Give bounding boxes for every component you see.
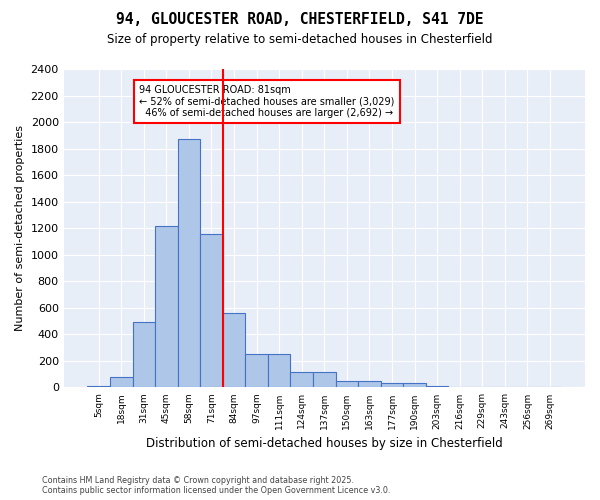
Text: 94, GLOUCESTER ROAD, CHESTERFIELD, S41 7DE: 94, GLOUCESTER ROAD, CHESTERFIELD, S41 7… bbox=[116, 12, 484, 28]
Text: Contains HM Land Registry data © Crown copyright and database right 2025.
Contai: Contains HM Land Registry data © Crown c… bbox=[42, 476, 391, 495]
Bar bbox=[88, 386, 110, 388]
Text: 94 GLOUCESTER ROAD: 81sqm
← 52% of semi-detached houses are smaller (3,029)
  46: 94 GLOUCESTER ROAD: 81sqm ← 52% of semi-… bbox=[139, 85, 395, 118]
Bar bbox=[133, 322, 155, 388]
Bar bbox=[245, 354, 268, 388]
Bar bbox=[381, 384, 403, 388]
Bar bbox=[268, 354, 290, 388]
Bar bbox=[290, 372, 313, 388]
Bar bbox=[403, 384, 426, 388]
X-axis label: Distribution of semi-detached houses by size in Chesterfield: Distribution of semi-detached houses by … bbox=[146, 437, 503, 450]
Bar bbox=[426, 386, 448, 388]
Bar bbox=[155, 226, 178, 388]
Bar bbox=[313, 372, 335, 388]
Bar bbox=[200, 234, 223, 388]
Y-axis label: Number of semi-detached properties: Number of semi-detached properties bbox=[15, 125, 25, 331]
Bar bbox=[335, 381, 358, 388]
Bar bbox=[358, 381, 381, 388]
Text: Size of property relative to semi-detached houses in Chesterfield: Size of property relative to semi-detach… bbox=[107, 32, 493, 46]
Bar bbox=[178, 140, 200, 388]
Bar bbox=[110, 377, 133, 388]
Bar bbox=[223, 313, 245, 388]
